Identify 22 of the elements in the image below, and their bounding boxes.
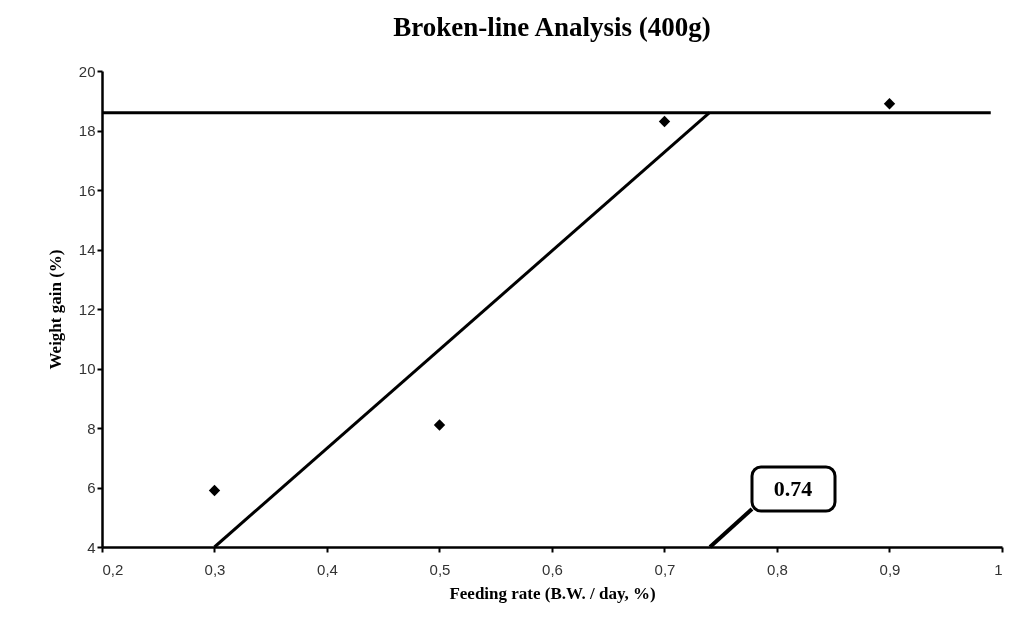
y-tick-label: 10 xyxy=(78,360,96,377)
y-tick-label: 14 xyxy=(78,241,96,258)
y-tick-label: 4 xyxy=(87,538,96,556)
x-axis-title: Feeding rate (B.W. / day, %) xyxy=(449,583,656,603)
x-tick-label: 1 xyxy=(994,560,1003,578)
x-tick-label: 0,3 xyxy=(204,560,226,578)
x-tick-label: 0,5 xyxy=(429,560,451,578)
x-tick-label: 0,6 xyxy=(542,560,563,578)
y-tick-label: 12 xyxy=(78,300,96,318)
y-tick-label: 8 xyxy=(87,419,96,437)
annotation: 0.74 xyxy=(773,476,813,501)
chart-title: Broken-line Analysis (400g) xyxy=(393,12,711,42)
x-tick-label: 0,8 xyxy=(767,560,788,578)
y-tick-label: 6 xyxy=(87,479,96,496)
x-tick-label: 0,9 xyxy=(879,560,901,578)
x-tick-label: 0,2 xyxy=(102,560,124,578)
x-tick-label: 0,7 xyxy=(654,560,676,578)
x-tick-label: 0,4 xyxy=(317,560,338,578)
y-axis-title: Weight gain (%) xyxy=(45,249,65,370)
y-tick-label: 16 xyxy=(78,181,96,199)
y-tick-label: 20 xyxy=(78,62,96,80)
y-tick-label: 18 xyxy=(78,122,96,139)
